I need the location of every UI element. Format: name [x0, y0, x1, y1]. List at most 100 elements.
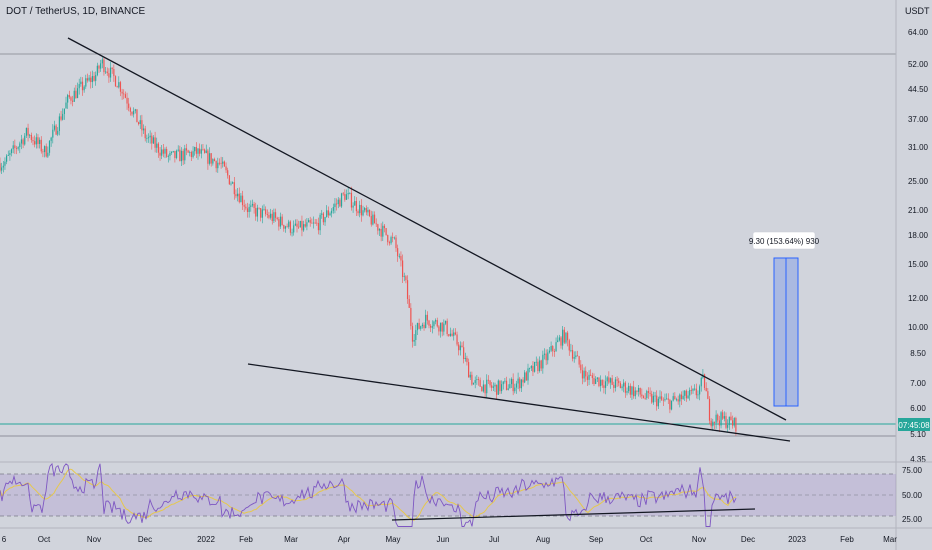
candle-body	[316, 222, 318, 224]
candle-body	[421, 324, 423, 327]
candle-body	[65, 102, 67, 109]
candle-body	[377, 224, 379, 231]
candle-body	[481, 386, 483, 392]
candle-body	[600, 379, 602, 387]
rsi-divergence-line	[391, 508, 756, 521]
candle-body	[390, 237, 392, 244]
candle-body	[296, 223, 298, 227]
candle-body	[142, 128, 145, 131]
candle-body	[76, 88, 79, 99]
candle-body	[530, 366, 532, 369]
candle-body	[109, 67, 112, 78]
candle-body	[619, 383, 621, 389]
candle-body	[35, 137, 37, 145]
candle-body	[461, 345, 463, 348]
candle-body	[43, 146, 46, 153]
candle-body	[585, 370, 587, 377]
time-tick-label: Mar	[284, 535, 298, 544]
candle-body	[626, 391, 628, 393]
candle-body	[307, 220, 310, 223]
candle-body	[208, 153, 211, 164]
candle-body	[17, 147, 19, 149]
candle-body	[215, 161, 217, 169]
candle-body	[550, 346, 552, 351]
candle-body	[628, 385, 630, 392]
candle-body	[184, 148, 186, 161]
candle-body	[497, 380, 499, 395]
candle-body	[604, 381, 607, 388]
candle-body	[636, 390, 638, 392]
candle-body	[672, 396, 674, 401]
candle-body	[233, 182, 235, 195]
candle-body	[725, 416, 727, 428]
candle-body	[339, 199, 341, 207]
candle-body	[86, 78, 89, 81]
price-tick-label: 12.00	[908, 294, 929, 303]
price-tick-label: 15.00	[908, 260, 929, 269]
candle-body	[263, 209, 265, 211]
candle-body	[710, 420, 712, 427]
candle-body	[496, 384, 498, 395]
candle-body	[360, 204, 362, 216]
candle-body	[682, 395, 684, 400]
candle-body	[10, 149, 13, 154]
candle-body	[327, 210, 329, 216]
candle-body	[522, 379, 524, 383]
candle-body	[586, 376, 588, 380]
candle-body	[689, 389, 691, 396]
candle-body	[116, 86, 118, 88]
candle-body	[12, 145, 14, 150]
price-tick-label: 31.00	[908, 143, 929, 152]
support-trendline	[247, 363, 791, 442]
time-tick-label: Jun	[437, 535, 450, 544]
time-tick-label: Dec	[741, 535, 755, 544]
candle-body	[111, 67, 113, 70]
candle-body	[19, 143, 21, 148]
candle-body	[246, 208, 249, 213]
candle-body	[364, 208, 366, 211]
candle-body	[524, 372, 526, 383]
time-tick-label: May	[385, 535, 400, 544]
candle-body	[456, 334, 458, 345]
candle-body	[656, 395, 658, 407]
candle-body	[532, 366, 534, 372]
candle-body	[601, 379, 603, 386]
candle-body	[336, 203, 338, 205]
candle-body	[354, 201, 356, 206]
candle-body	[30, 134, 32, 141]
candle-body	[700, 377, 702, 387]
candle-body	[177, 149, 179, 151]
candle-body	[441, 322, 443, 332]
candle-body	[439, 322, 442, 332]
candle-body	[558, 337, 560, 341]
candle-body	[662, 399, 664, 401]
candle-body	[293, 225, 295, 233]
candle-body	[517, 378, 519, 384]
candle-body	[105, 71, 107, 73]
projection-label: 9.30 (153.64%) 930	[749, 237, 820, 246]
candle-body	[103, 59, 105, 73]
candle-body	[238, 193, 240, 203]
candle-body	[55, 125, 57, 135]
candle-body	[345, 194, 348, 200]
candle-body	[468, 362, 470, 378]
candle-body	[699, 386, 701, 395]
candle-body	[217, 162, 219, 169]
candle-body	[261, 209, 263, 218]
candle-body	[134, 109, 136, 111]
candle-body	[213, 159, 216, 162]
candle-body	[454, 332, 456, 335]
candle-body	[639, 387, 641, 395]
rsi-tick-label: 75.00	[902, 466, 923, 475]
candle-body	[388, 242, 390, 244]
candle-body	[171, 151, 173, 153]
candle-body	[192, 151, 194, 157]
candle-body	[449, 333, 452, 336]
candle-body	[212, 159, 214, 164]
candle-body	[373, 214, 376, 224]
candle-body	[732, 420, 734, 426]
candle-body	[444, 320, 447, 324]
candle-body	[222, 161, 224, 164]
candle-body	[220, 162, 222, 164]
